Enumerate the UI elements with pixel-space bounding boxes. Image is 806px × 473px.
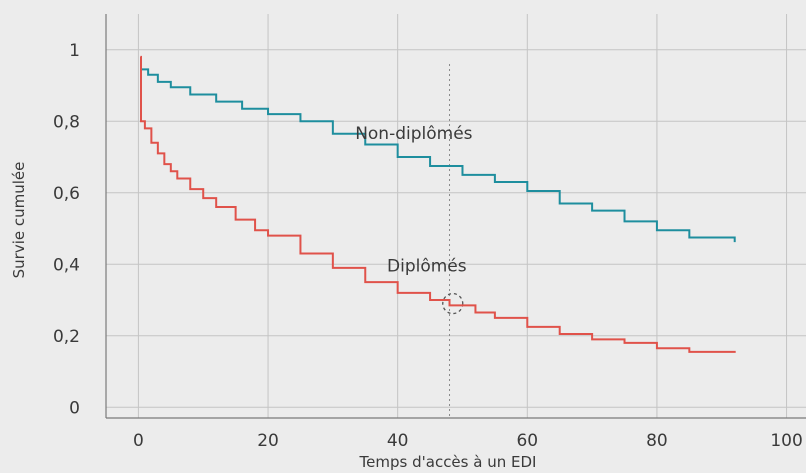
axes [105,14,806,419]
y-tick-label: 0,2 [53,327,80,347]
x-tick-label: 80 [646,431,668,451]
y-tick-label: 0,6 [53,184,80,204]
reference-line-group [442,64,464,418]
y-tick-label: 0,4 [53,255,80,275]
tick-labels: 0 20 40 60 80 100 0 0,2 0,4 0,6 0,8 1 [53,41,803,451]
annotations: Non-diplômés Diplômés [355,124,472,276]
x-tick-label: 20 [257,431,279,451]
x-axis-label: Temps d'accès à un EDI [359,453,537,471]
y-tick-label: 0 [69,398,80,418]
x-tick-label: 60 [516,431,538,451]
y-tick-label: 0,8 [53,112,80,132]
highlight-circle-marker [442,292,464,315]
y-tick-label: 1 [69,41,80,61]
x-tick-label: 100 [770,431,802,451]
x-tick-label: 40 [387,431,409,451]
grid [106,14,806,418]
series-group [140,55,736,353]
y-axis-label: Survie cumulée [10,162,28,279]
diplomes-label: Diplômés [387,256,467,276]
diplomes-series-line [140,55,736,353]
x-tick-label: 0 [133,431,144,451]
non-diplomes-label: Non-diplômés [355,124,472,144]
non-diplomes-series-line [140,68,736,243]
